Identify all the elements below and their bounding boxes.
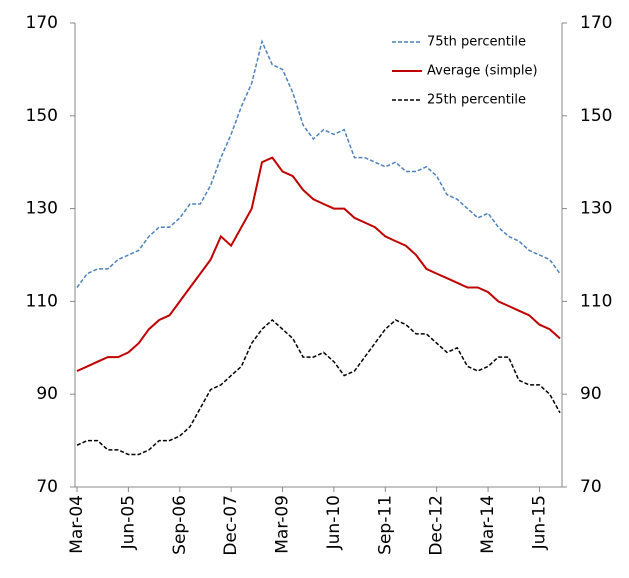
y2-tick-label: 130 (580, 199, 612, 219)
x-tick-label: Jun-10 (324, 495, 344, 550)
series-line (76, 39, 561, 288)
x-tick-label: Dec-12 (427, 495, 447, 556)
y2-tick-label: 170 (580, 13, 612, 33)
y-tick-label: 130 (26, 199, 58, 219)
legend-label: Average (simple) (427, 64, 538, 79)
x-tick-label: Jun-05 (118, 495, 138, 550)
y2-tick-label: 90 (580, 384, 602, 404)
y2-tick-label: 110 (580, 291, 612, 311)
x-tick-label: Mar-04 (67, 495, 87, 554)
series-line (76, 318, 561, 456)
y-tick-label: 90 (36, 384, 58, 404)
y-tick-label: 70 (36, 477, 58, 497)
y-tick-label: 110 (26, 291, 58, 311)
y2-tick-label: 150 (580, 106, 612, 126)
x-tick-label: Mar-09 (273, 495, 293, 554)
x-tick-label: Dec-07 (221, 495, 241, 556)
y-tick-label: 150 (26, 106, 58, 126)
x-tick-label: Sep-06 (170, 495, 190, 555)
x-tick-label: Sep-11 (375, 495, 395, 555)
x-tick-label: Jun-15 (529, 495, 549, 550)
legend-label: 25th percentile (427, 93, 526, 108)
series-line (76, 156, 561, 372)
x-tick-label: Mar-14 (478, 495, 498, 554)
y2-tick-label: 70 (580, 477, 602, 497)
legend-label: 75th percentile (427, 35, 526, 50)
y-tick-label: 170 (26, 13, 58, 33)
